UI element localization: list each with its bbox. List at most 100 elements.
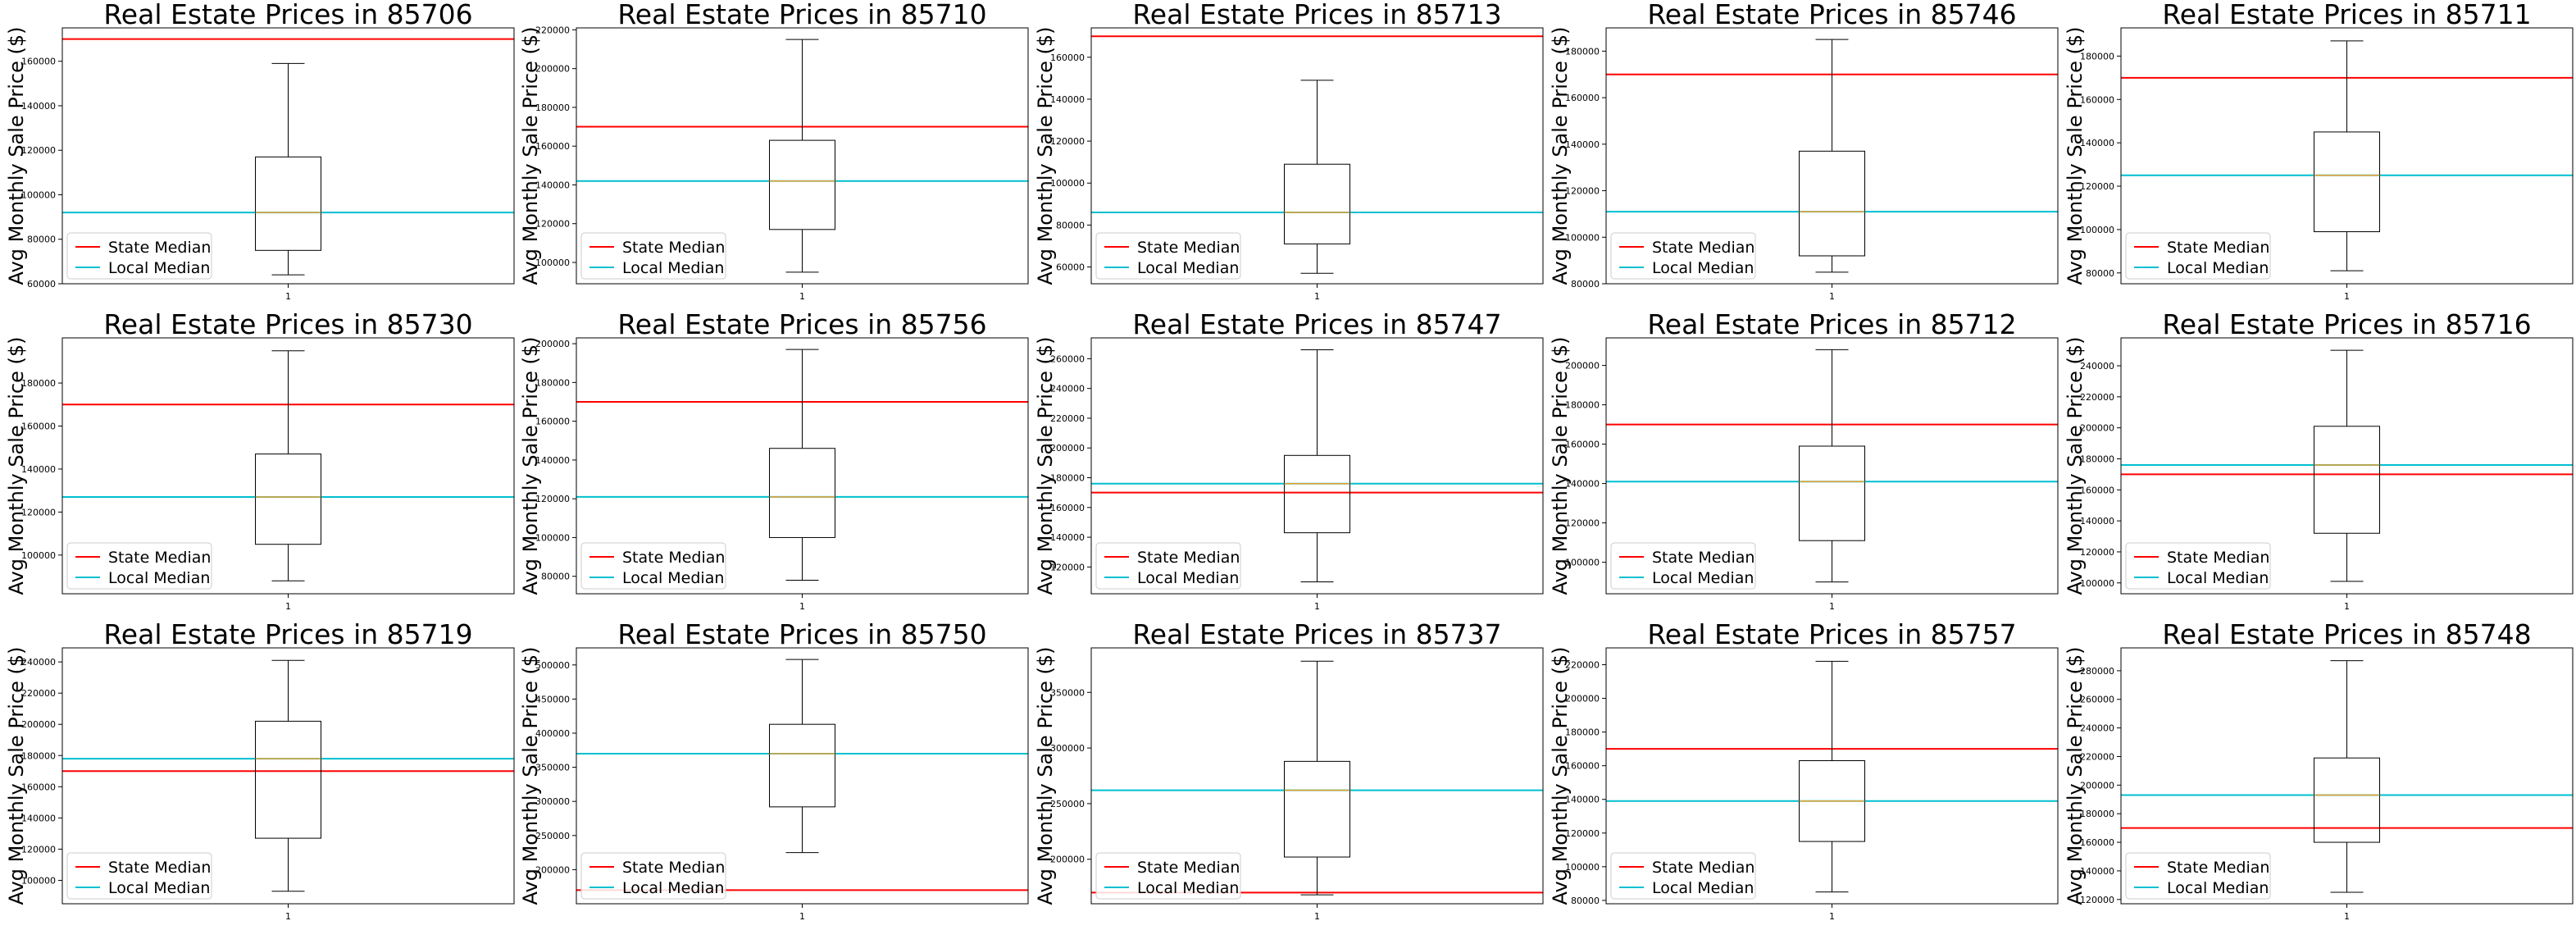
y-tick-label: 180000 [1565, 400, 1600, 411]
y-tick-label: 100000 [535, 258, 570, 268]
plot-frame [2120, 337, 2574, 595]
y-tick-label: 120000 [535, 494, 570, 504]
y-tick-label: 240000 [1050, 384, 1085, 394]
y-tick-label: 200000 [21, 719, 56, 730]
y-tick-label: 300000 [1050, 743, 1085, 754]
y-tick-label: 260000 [1050, 353, 1085, 364]
plot-frame [61, 27, 515, 285]
y-tick-label: 120000 [21, 145, 56, 156]
x-tick-label: 1 [2344, 911, 2350, 922]
legend-box [580, 852, 726, 900]
iqr-box [255, 156, 321, 251]
y-tick-label: 160000 [1050, 503, 1085, 513]
y-tick-label: 140000 [535, 180, 570, 190]
y-tick-label: 160000 [21, 57, 56, 67]
boxplot-chart-10: Real Estate Prices in 85719 Avg Monthly S… [5, 620, 515, 922]
y-tick-label: 160000 [2080, 94, 2114, 105]
y-tick-label: 100000 [21, 875, 56, 886]
legend-box [66, 232, 212, 280]
y-tick-label: 100000 [535, 532, 570, 543]
legend-state-label: State Median [1652, 549, 1755, 567]
y-tick-label: 120000 [1050, 136, 1085, 147]
y-axis-label: Avg Monthly Sale Price ($) [1034, 337, 1057, 595]
y-tick-label: 160000 [1565, 761, 1600, 772]
iqr-box [769, 723, 835, 808]
y-tick-label: 280000 [2080, 666, 2114, 677]
y-tick-label: 220000 [1050, 413, 1085, 424]
legend: State Median Local Median [66, 542, 212, 590]
y-tick-label: 140000 [2080, 866, 2114, 877]
legend: State Median Local Median [1095, 542, 1241, 590]
y-tick-label: 160000 [1565, 93, 1600, 103]
iqr-box [2314, 131, 2380, 233]
x-tick-label: 1 [799, 911, 805, 922]
legend-local-label: Local Median [1137, 259, 1239, 277]
y-axis-label: Avg Monthly Sale Price ($) [519, 647, 542, 905]
y-tick-label: 200000 [1565, 694, 1600, 704]
legend-state-label: State Median [622, 549, 725, 567]
legend-state-label: State Median [2167, 859, 2269, 877]
legend-local-label: Local Median [622, 879, 724, 897]
legend-state-label: State Median [1137, 549, 1240, 567]
iqr-box [255, 454, 321, 545]
legend: State Median Local Median [2125, 232, 2271, 280]
plot-frame [2120, 647, 2574, 905]
legend-state-label: State Median [1652, 859, 1755, 877]
y-tick-label: 120000 [21, 844, 56, 855]
legend-box [1095, 542, 1241, 590]
y-tick-label: 120000 [21, 507, 56, 517]
chart-title: Real Estate Prices in 85712 [1647, 310, 2016, 340]
legend: State Median Local Median [580, 232, 726, 280]
y-tick-label: 200000 [2080, 423, 2114, 434]
x-tick-label: 1 [799, 291, 805, 302]
boxplot-chart-14: Real Estate Prices in 85748 Avg Monthly S… [2064, 620, 2574, 922]
y-tick-label: 240000 [2080, 361, 2114, 372]
boxplot-chart-9: Real Estate Prices in 85716 Avg Monthly S… [2064, 310, 2574, 612]
y-tick-label: 160000 [2080, 485, 2114, 495]
y-tick-label: 220000 [2080, 392, 2114, 403]
legend-local-label: Local Median [622, 259, 724, 277]
legend: State Median Local Median [580, 852, 726, 900]
y-tick-label: 140000 [21, 464, 56, 475]
y-tick-label: 120000 [1565, 518, 1600, 529]
boxplot-chart-4: Real Estate Prices in 85711 Avg Monthly S… [2064, 0, 2574, 302]
y-tick-label: 140000 [1565, 795, 1600, 805]
legend-state-label: State Median [2167, 239, 2269, 257]
y-tick-label: 100000 [1565, 558, 1600, 568]
iqr-box [769, 448, 835, 538]
x-tick-label: 1 [2344, 601, 2350, 612]
legend-state-label: State Median [108, 549, 211, 567]
chart-title: Real Estate Prices in 85713 [1132, 0, 1501, 30]
legend: State Median Local Median [2125, 852, 2271, 900]
x-tick-label: 1 [1314, 291, 1320, 302]
y-tick-label: 100000 [1565, 232, 1600, 243]
y-tick-label: 240000 [21, 657, 56, 668]
y-tick-label: 100000 [2080, 225, 2114, 235]
boxplot-chart-6: Real Estate Prices in 85756 Avg Monthly S… [519, 310, 1029, 612]
y-axis-label: Avg Monthly Sale Price ($) [519, 337, 542, 595]
y-tick-label: 140000 [2080, 516, 2114, 527]
iqr-box [769, 139, 835, 230]
y-tick-label: 200000 [1565, 361, 1600, 372]
boxplot-chart-7: Real Estate Prices in 85747 Avg Monthly S… [1034, 310, 1544, 612]
iqr-box [2314, 426, 2380, 534]
y-tick-label: 140000 [1050, 532, 1085, 543]
y-tick-label: 220000 [535, 25, 570, 35]
boxplot-chart-5: Real Estate Prices in 85730 Avg Monthly S… [5, 310, 515, 612]
y-tick-label: 160000 [21, 782, 56, 792]
y-tick-label: 180000 [21, 750, 56, 761]
y-axis-label: Avg Monthly Sale Price ($) [5, 647, 28, 905]
y-tick-label: 180000 [1050, 473, 1085, 484]
y-tick-label: 450000 [535, 694, 570, 704]
y-tick-label: 140000 [21, 101, 56, 112]
plot-frame [576, 647, 1029, 905]
iqr-box [1284, 454, 1350, 534]
y-tick-label: 80000 [541, 572, 570, 582]
iqr-box [1799, 445, 1865, 541]
y-axis-label: Avg Monthly Sale Price ($) [2064, 27, 2087, 285]
legend-local-label: Local Median [1137, 879, 1239, 897]
y-tick-label: 220000 [1565, 660, 1600, 671]
x-tick-label: 1 [1314, 601, 1320, 612]
boxplot-chart-3: Real Estate Prices in 85746 Avg Monthly S… [1549, 0, 2059, 302]
chart-title: Real Estate Prices in 85756 [617, 310, 986, 340]
